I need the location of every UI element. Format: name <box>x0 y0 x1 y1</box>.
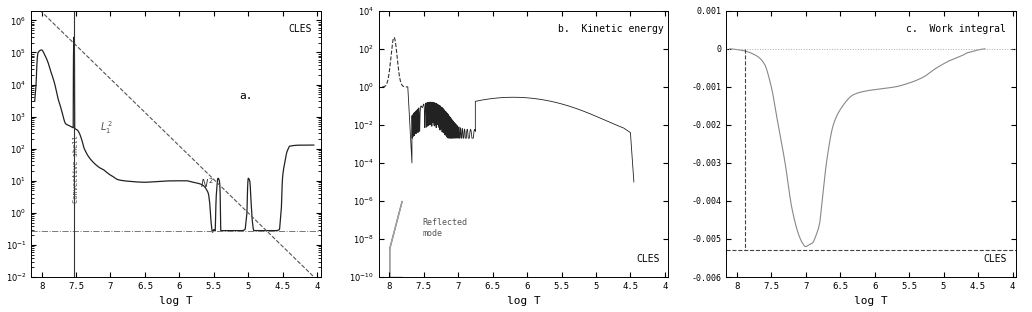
Text: Convective shell: Convective shell <box>73 135 79 203</box>
Text: CLES: CLES <box>289 24 312 34</box>
Text: Reflected
mode: Reflected mode <box>422 218 467 238</box>
Text: c.  Work integral: c. Work integral <box>906 24 1006 34</box>
Text: CLES: CLES <box>983 254 1007 264</box>
Text: $L_1^{\,2}$: $L_1^{\,2}$ <box>100 119 114 136</box>
Text: b.  Kinetic energy: b. Kinetic energy <box>558 24 664 34</box>
Text: $N^2$: $N^2$ <box>200 176 214 190</box>
X-axis label: log T: log T <box>507 296 541 306</box>
X-axis label: log T: log T <box>854 296 889 306</box>
X-axis label: log T: log T <box>159 296 193 306</box>
Text: CLES: CLES <box>636 254 659 264</box>
Text: a.: a. <box>239 91 253 101</box>
